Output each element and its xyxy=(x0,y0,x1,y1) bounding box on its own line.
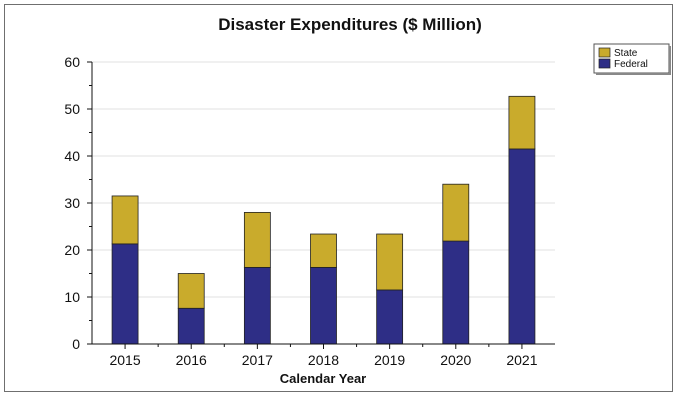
y-tick-label-50: 50 xyxy=(64,101,80,117)
chart-frame: Disaster Expenditures ($ Million) 0 10 20 3… xyxy=(4,4,673,392)
bar-state-2020 xyxy=(442,183,470,242)
bars xyxy=(111,95,536,345)
y-tick-label-30: 30 xyxy=(64,195,80,211)
y-tick-label-20: 20 xyxy=(64,242,80,258)
x-tick-label-2016: 2016 xyxy=(176,352,207,368)
legend-shadow-right xyxy=(669,46,671,75)
y-tick-label-0: 0 xyxy=(72,336,80,352)
bar-federal-2015 xyxy=(111,243,139,345)
x-tick-label-2020: 2020 xyxy=(440,352,471,368)
legend-swatch-state xyxy=(598,47,611,58)
legend-label-state: State xyxy=(614,48,638,59)
bar-state-2015 xyxy=(111,195,139,245)
x-tick-label-2018: 2018 xyxy=(308,352,339,368)
bar-federal-2018 xyxy=(310,266,337,345)
gridlines xyxy=(92,61,555,298)
bar-federal-2021 xyxy=(508,148,536,345)
chart: Disaster Expenditures ($ Million) 0 10 20 3… xyxy=(64,15,671,386)
bar-federal-2019 xyxy=(376,289,404,345)
x-axis-label: Calendar Year xyxy=(280,371,366,386)
bar-state-2018 xyxy=(310,233,337,268)
bar-federal-2020 xyxy=(442,240,470,345)
bar-federal-2016 xyxy=(177,307,205,345)
legend-label-federal: Federal xyxy=(614,59,648,70)
bar-federal-2017 xyxy=(243,266,271,345)
x-tick-label-2017: 2017 xyxy=(242,352,273,368)
bar-state-2017 xyxy=(243,211,271,268)
y-tick-label-10: 10 xyxy=(64,289,80,305)
y-tick-label-60: 60 xyxy=(64,54,80,70)
legend-shadow-bottom xyxy=(596,73,671,75)
chart-title: Disaster Expenditures ($ Million) xyxy=(218,15,482,34)
bar-state-2019 xyxy=(376,233,404,291)
y-axis-ticks: 0 10 20 30 40 50 60 xyxy=(64,54,92,352)
x-tick-label-2015: 2015 xyxy=(109,352,140,368)
legend-swatch-federal xyxy=(598,58,611,69)
x-axis-ticks: 2015 2016 2017 2018 2019 2020 2021 xyxy=(109,344,538,368)
x-tick-label-2021: 2021 xyxy=(506,352,537,368)
bar-state-2021 xyxy=(508,95,536,150)
y-tick-label-40: 40 xyxy=(64,148,80,164)
bar-state-2016 xyxy=(177,273,205,309)
x-tick-label-2019: 2019 xyxy=(374,352,405,368)
